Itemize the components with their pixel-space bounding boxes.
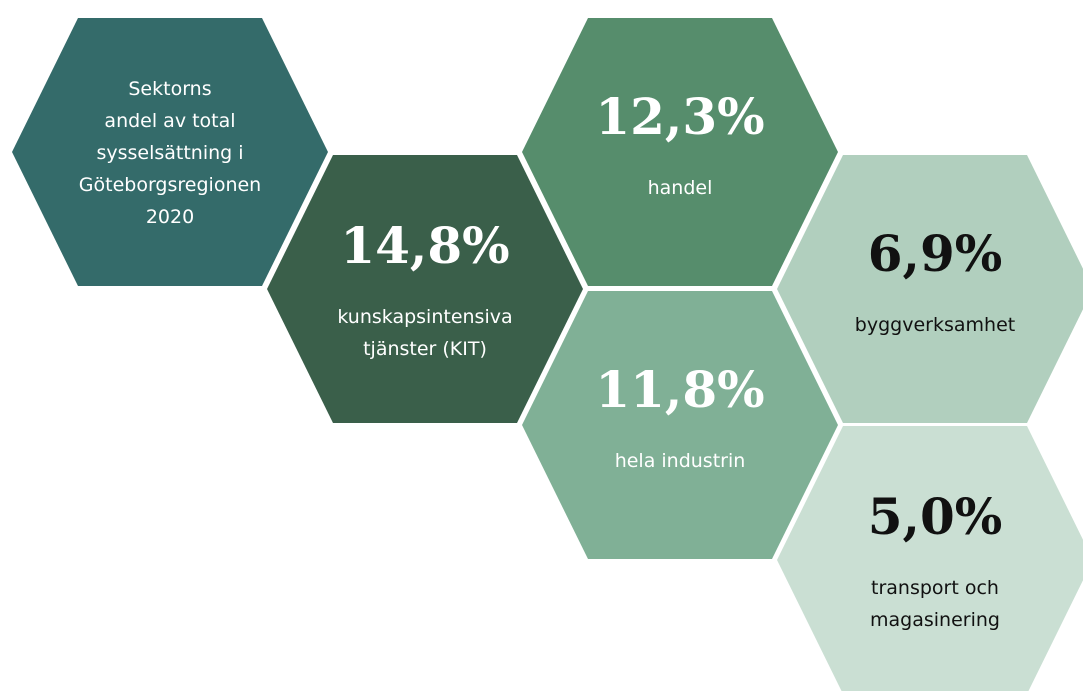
hex-value: 12,3% bbox=[595, 87, 764, 146]
hex-value: 6,9% bbox=[868, 224, 1003, 283]
hexagon bbox=[12, 18, 328, 286]
hex-label: hela industrin bbox=[615, 450, 746, 472]
hexagon bbox=[522, 18, 838, 286]
hex-value: 11,8% bbox=[595, 360, 764, 419]
hex-label: magasinering bbox=[870, 609, 1000, 631]
hex-label: Sektorns bbox=[128, 78, 211, 100]
hex-label: andel av total bbox=[104, 110, 235, 132]
hex-label: byggverksamhet bbox=[855, 314, 1015, 336]
hex-value: 14,8% bbox=[340, 216, 509, 275]
hex-label: transport och bbox=[871, 577, 999, 599]
hex-value: 5,0% bbox=[868, 487, 1003, 546]
hex-label: Göteborgsregionen bbox=[79, 174, 261, 196]
hex-label: handel bbox=[648, 177, 713, 199]
hexagon bbox=[522, 291, 838, 559]
hex-label: sysselsättning i bbox=[96, 142, 243, 164]
hex-label: 2020 bbox=[146, 206, 194, 228]
hexagon bbox=[267, 155, 583, 423]
hexagon bbox=[777, 426, 1083, 691]
hex-label: kunskapsintensiva bbox=[337, 306, 512, 328]
hex-label: tjänster (KIT) bbox=[363, 338, 487, 360]
hexagon bbox=[777, 155, 1083, 423]
